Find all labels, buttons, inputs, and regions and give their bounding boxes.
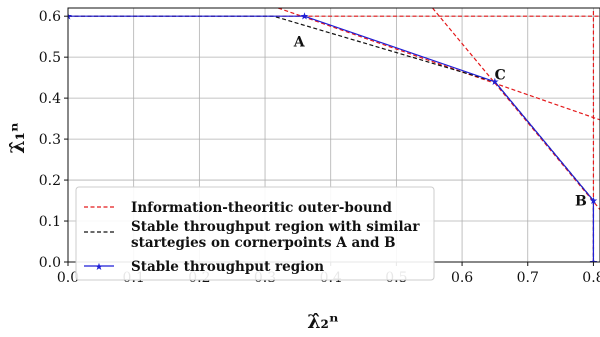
series-2-star-marker-0: ★ <box>64 12 73 23</box>
series-2-star-marker-1: ★ <box>300 12 309 23</box>
point-annotations: A C B <box>293 35 587 210</box>
legend-box <box>75 186 435 281</box>
legend-label-outer-bound: Information-theoritic outer-bound <box>131 200 392 216</box>
series-2-star-marker-4: ★ <box>589 258 598 269</box>
y-tick-label-4: 0.4 <box>39 91 61 107</box>
point-label-C: C <box>495 67 506 83</box>
series-0-line-2 <box>277 8 600 121</box>
legend: Information-theoritic outer-bound Stable… <box>75 186 435 281</box>
x-tick-label-6: 0.6 <box>451 270 473 286</box>
legend-label-stable-region: Stable throughput region <box>131 259 324 275</box>
x-tick-label-0: 0.0 <box>57 270 79 286</box>
x-axis-label: λ̂₂ⁿ <box>307 311 339 333</box>
legend-label-similar-strategies-line1: Stable throughput region with similar <box>131 219 420 235</box>
legend-label-similar-strategies-line2: startegies on cornerpoints A and B <box>131 235 396 251</box>
series-layer: ★ ★ ★ ★ ★ <box>64 8 600 269</box>
y-tick-label-5: 0.5 <box>39 50 61 66</box>
legend-star-marker: ★ <box>95 262 104 273</box>
series-0-line-3 <box>432 8 600 210</box>
y-tick-label-3: 0.3 <box>39 132 61 148</box>
x-tick-label-8: 0.8 <box>582 270 600 286</box>
y-tick-label-1: 0.1 <box>39 214 61 230</box>
point-label-A: A <box>293 35 306 51</box>
y-axis-label: λ̂₁ⁿ <box>7 122 29 154</box>
series-2-star-marker-3: ★ <box>589 196 598 207</box>
y-tick-label-6: 0.6 <box>39 9 61 25</box>
point-label-B: B <box>575 194 587 210</box>
y-tick-label-2: 0.2 <box>39 173 61 189</box>
series-2-line-0 <box>68 15 595 262</box>
series-2-star-marker-2: ★ <box>490 77 499 88</box>
y-tick-label-0: 0.0 <box>39 255 61 271</box>
x-tick-label-7: 0.7 <box>517 270 539 286</box>
